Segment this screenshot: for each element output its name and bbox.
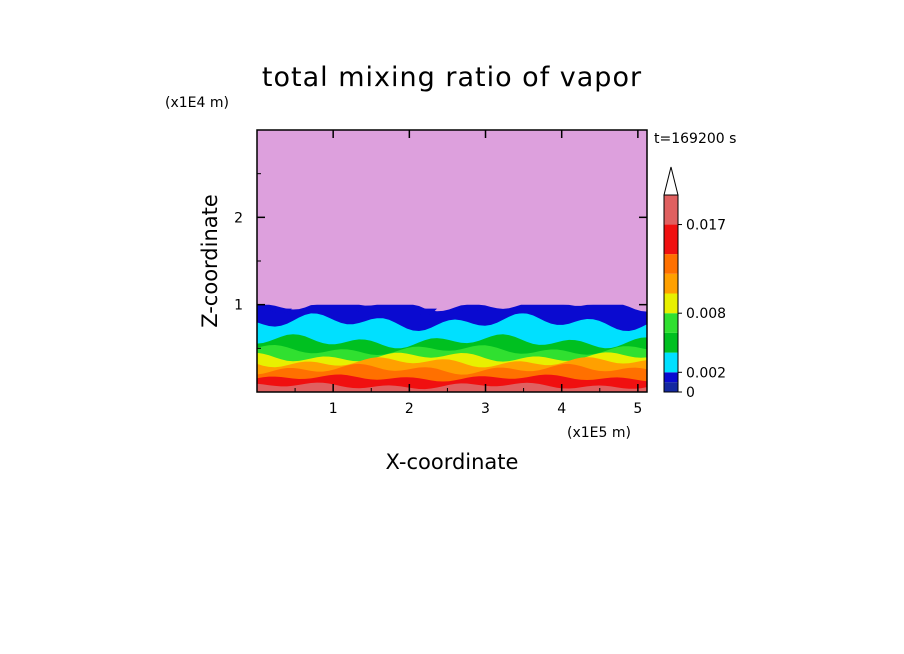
colorbar-segment	[664, 254, 678, 274]
y-axis-ticks: 12	[234, 173, 647, 349]
x-tick-label: 2	[405, 401, 414, 417]
y-tick-label: 1	[234, 298, 243, 314]
y-scale-label: (x1E4 m)	[165, 95, 229, 111]
vapor-plume	[268, 308, 292, 314]
x-axis-label: X-coordinate	[386, 450, 519, 474]
colorbar-segment	[664, 332, 678, 353]
colorbar-tick-label: 0	[686, 385, 695, 401]
colorbar-segment	[664, 372, 678, 383]
colorbar-segment	[664, 224, 678, 255]
x-axis-ticks: 1 2 3 4 5	[294, 130, 642, 417]
vapor-plume	[508, 308, 532, 314]
colorbar-segment	[664, 273, 678, 294]
colorbar-segment	[664, 195, 678, 225]
x-tick-label: 5	[633, 401, 642, 417]
colorbar-segment	[664, 293, 678, 314]
colorbar-tick-label: 0.017	[686, 218, 726, 234]
x-scale-label: (x1E5 m)	[567, 425, 631, 441]
colorbar: 0 0.002 0.008 0.017	[663, 166, 726, 401]
colorbar-extend-arrow	[663, 166, 679, 196]
vapor-plume	[413, 308, 437, 316]
vapor-plume	[353, 308, 377, 313]
colorbar-segment	[664, 313, 678, 333]
x-tick-label: 4	[557, 401, 566, 417]
contour-layers	[257, 304, 647, 392]
x-tick-label: 1	[329, 401, 338, 417]
colorbar-tick-label: 0.008	[686, 306, 726, 322]
contour-band	[257, 382, 647, 392]
y-axis-label: Z-coordinate	[198, 194, 222, 328]
colorbar-tick-label: 0.002	[686, 365, 726, 381]
chart-title: total mixing ratio of vapor	[262, 62, 642, 93]
vapor-plume	[318, 308, 342, 317]
y-tick-label: 2	[234, 210, 243, 226]
colorbar-segment	[664, 382, 678, 392]
vapor-plume	[458, 308, 482, 312]
colorbar-segment	[664, 352, 678, 373]
x-tick-label: 3	[481, 401, 490, 417]
time-label: t=169200 s	[654, 131, 736, 147]
